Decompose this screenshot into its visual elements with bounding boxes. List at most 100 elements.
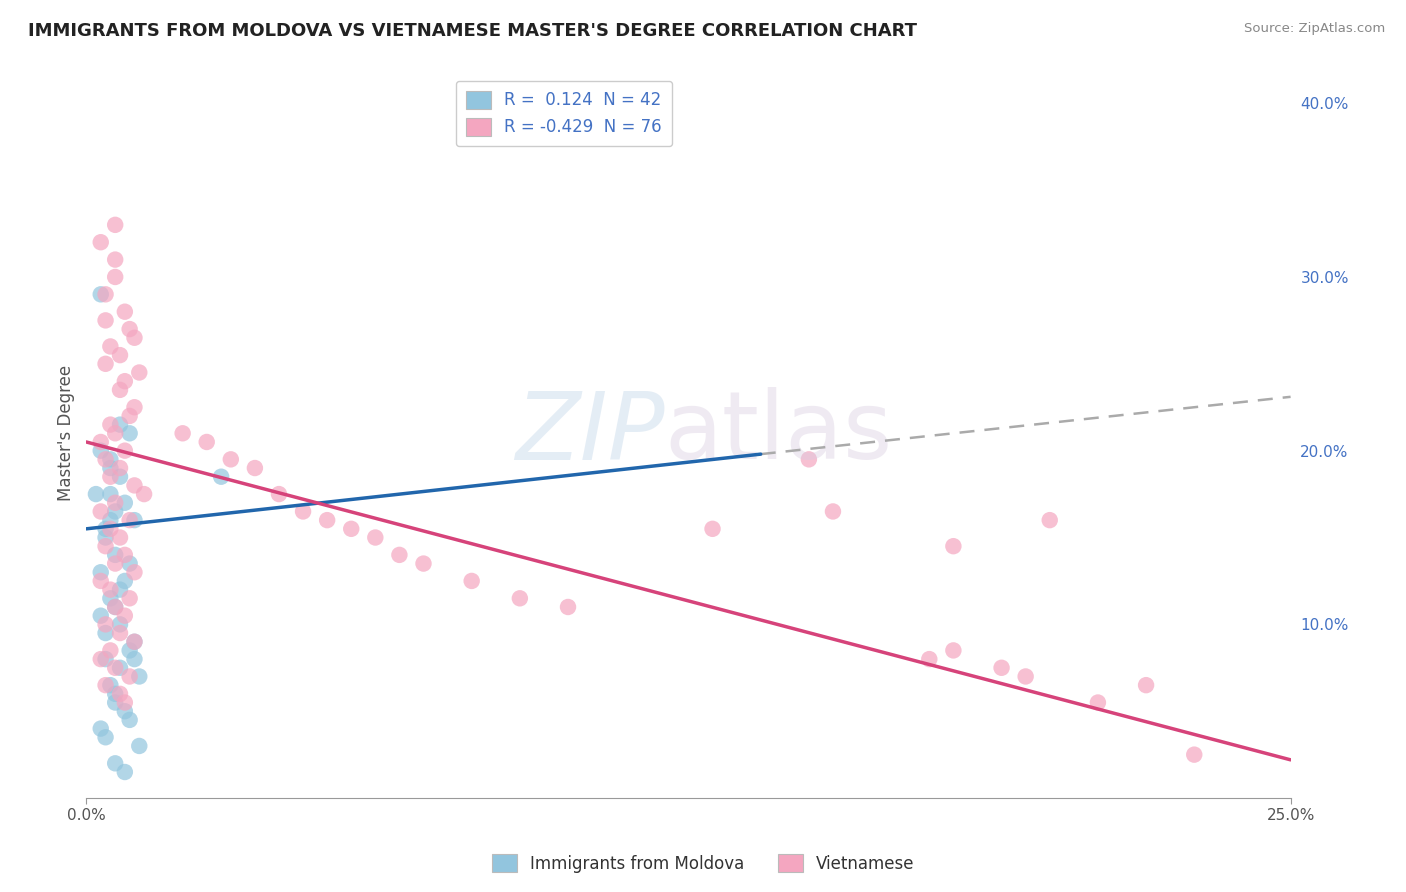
Text: IMMIGRANTS FROM MOLDOVA VS VIETNAMESE MASTER'S DEGREE CORRELATION CHART: IMMIGRANTS FROM MOLDOVA VS VIETNAMESE MA… xyxy=(28,22,917,40)
Point xyxy=(108,383,131,397)
Point xyxy=(104,548,127,562)
Point xyxy=(509,591,531,606)
Point xyxy=(100,522,122,536)
Point xyxy=(100,452,122,467)
Point xyxy=(460,574,482,588)
Point xyxy=(94,678,117,692)
Point xyxy=(94,452,117,467)
Point xyxy=(90,608,112,623)
Point xyxy=(124,478,146,492)
Point xyxy=(104,557,127,571)
Point xyxy=(108,531,131,545)
Point xyxy=(94,539,117,553)
Point xyxy=(94,287,117,301)
Point xyxy=(100,582,122,597)
Point xyxy=(100,643,122,657)
Point xyxy=(172,426,194,441)
Point xyxy=(108,582,131,597)
Point xyxy=(114,304,136,318)
Point xyxy=(100,461,122,475)
Point xyxy=(94,531,117,545)
Point xyxy=(90,504,112,518)
Point xyxy=(412,557,434,571)
Point xyxy=(132,487,155,501)
Point xyxy=(100,513,122,527)
Point xyxy=(94,522,117,536)
Legend: Immigrants from Moldova, Vietnamese: Immigrants from Moldova, Vietnamese xyxy=(485,847,921,880)
Text: atlas: atlas xyxy=(665,387,893,479)
Point xyxy=(94,731,117,745)
Text: ZIP: ZIP xyxy=(515,388,665,479)
Point xyxy=(990,661,1012,675)
Point xyxy=(1014,669,1036,683)
Point xyxy=(124,566,146,580)
Point xyxy=(128,669,150,683)
Point xyxy=(114,608,136,623)
Point xyxy=(340,522,363,536)
Point xyxy=(364,531,387,545)
Point xyxy=(100,417,122,432)
Point xyxy=(104,696,127,710)
Point xyxy=(108,661,131,675)
Point xyxy=(114,443,136,458)
Point xyxy=(104,252,127,267)
Point xyxy=(100,487,122,501)
Point xyxy=(118,713,141,727)
Point xyxy=(267,487,290,501)
Point xyxy=(90,443,112,458)
Point xyxy=(84,487,107,501)
Point xyxy=(557,599,579,614)
Point xyxy=(124,634,146,648)
Point xyxy=(90,652,112,666)
Point xyxy=(114,548,136,562)
Point xyxy=(90,574,112,588)
Point xyxy=(1182,747,1205,762)
Point xyxy=(108,461,131,475)
Point xyxy=(100,591,122,606)
Point xyxy=(104,687,127,701)
Point xyxy=(195,434,218,449)
Point xyxy=(1087,696,1109,710)
Point xyxy=(942,643,965,657)
Point xyxy=(118,591,141,606)
Point xyxy=(104,661,127,675)
Point xyxy=(114,374,136,388)
Point xyxy=(1135,678,1157,692)
Point xyxy=(114,704,136,718)
Point xyxy=(94,357,117,371)
Point xyxy=(209,469,232,483)
Point xyxy=(114,496,136,510)
Point xyxy=(118,669,141,683)
Point xyxy=(118,322,141,336)
Point xyxy=(1039,513,1062,527)
Point xyxy=(108,417,131,432)
Point xyxy=(90,287,112,301)
Point xyxy=(104,269,127,284)
Point xyxy=(104,218,127,232)
Point xyxy=(124,513,146,527)
Point xyxy=(90,235,112,250)
Point xyxy=(243,461,266,475)
Point xyxy=(114,574,136,588)
Point xyxy=(124,652,146,666)
Point xyxy=(100,678,122,692)
Point xyxy=(118,513,141,527)
Point xyxy=(94,626,117,640)
Y-axis label: Master's Degree: Master's Degree xyxy=(58,365,75,501)
Point xyxy=(104,504,127,518)
Point xyxy=(128,739,150,753)
Point xyxy=(128,366,150,380)
Point xyxy=(104,599,127,614)
Point xyxy=(108,348,131,362)
Point xyxy=(114,696,136,710)
Point xyxy=(388,548,411,562)
Point xyxy=(104,599,127,614)
Point xyxy=(118,409,141,423)
Point xyxy=(94,617,117,632)
Point xyxy=(104,496,127,510)
Point xyxy=(108,626,131,640)
Point xyxy=(942,539,965,553)
Point xyxy=(94,313,117,327)
Point xyxy=(100,339,122,353)
Point xyxy=(118,557,141,571)
